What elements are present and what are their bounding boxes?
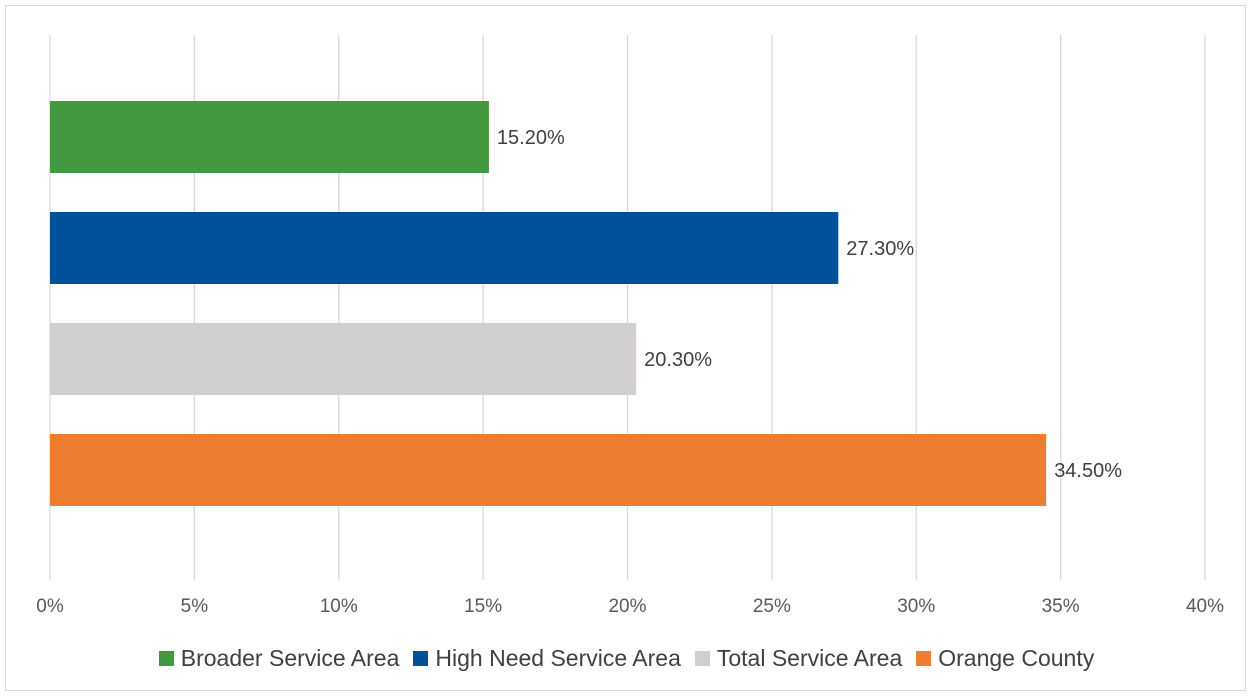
- x-tick-label: 40%: [1186, 596, 1224, 617]
- x-tick-label: 0%: [36, 596, 64, 617]
- legend-swatch: [413, 651, 429, 666]
- legend-swatch: [158, 651, 174, 666]
- legend-swatch: [916, 651, 932, 666]
- legend-item: High Need Service Area: [413, 645, 681, 672]
- bar: [50, 101, 489, 173]
- legend-label: High Need Service Area: [435, 645, 681, 671]
- x-tick-label: 10%: [320, 596, 358, 617]
- x-tick-label: 35%: [1042, 596, 1080, 617]
- data-label: 34.50%: [1054, 460, 1122, 482]
- legend-label: Total Service Area: [716, 645, 903, 671]
- bar-chart: 15.20% 27.30% 20.30% 34.50% 0% 5% 10% 15% 20% 25…: [36, 35, 1224, 617]
- data-labels: 15.20% 27.30% 20.30% 34.50%: [497, 127, 1122, 482]
- x-tick-label: 5%: [181, 596, 209, 617]
- x-tick-label: 25%: [753, 596, 791, 617]
- x-tick-label: 30%: [897, 596, 935, 617]
- legend-label: Orange County: [938, 645, 1095, 671]
- x-tick-label: 15%: [464, 596, 502, 617]
- data-label: 27.30%: [846, 238, 914, 260]
- legend: Broader Service Area High Need Service Ar…: [0, 645, 1253, 672]
- data-label: 15.20%: [497, 127, 565, 149]
- x-tick-label: 20%: [608, 596, 646, 617]
- bar: [50, 212, 839, 284]
- bar: [50, 434, 1047, 506]
- data-label: 20.30%: [644, 349, 712, 371]
- x-axis-ticks: 0% 5% 10% 15% 20% 25% 30% 35% 40%: [36, 596, 1224, 617]
- bar: [50, 323, 637, 395]
- legend-item: Total Service Area: [694, 645, 903, 672]
- legend-swatch: [694, 651, 710, 666]
- bars: [50, 101, 1047, 506]
- legend-label: Broader Service Area: [180, 645, 400, 671]
- legend-item: Broader Service Area: [158, 645, 400, 672]
- legend-item: Orange County: [916, 645, 1094, 672]
